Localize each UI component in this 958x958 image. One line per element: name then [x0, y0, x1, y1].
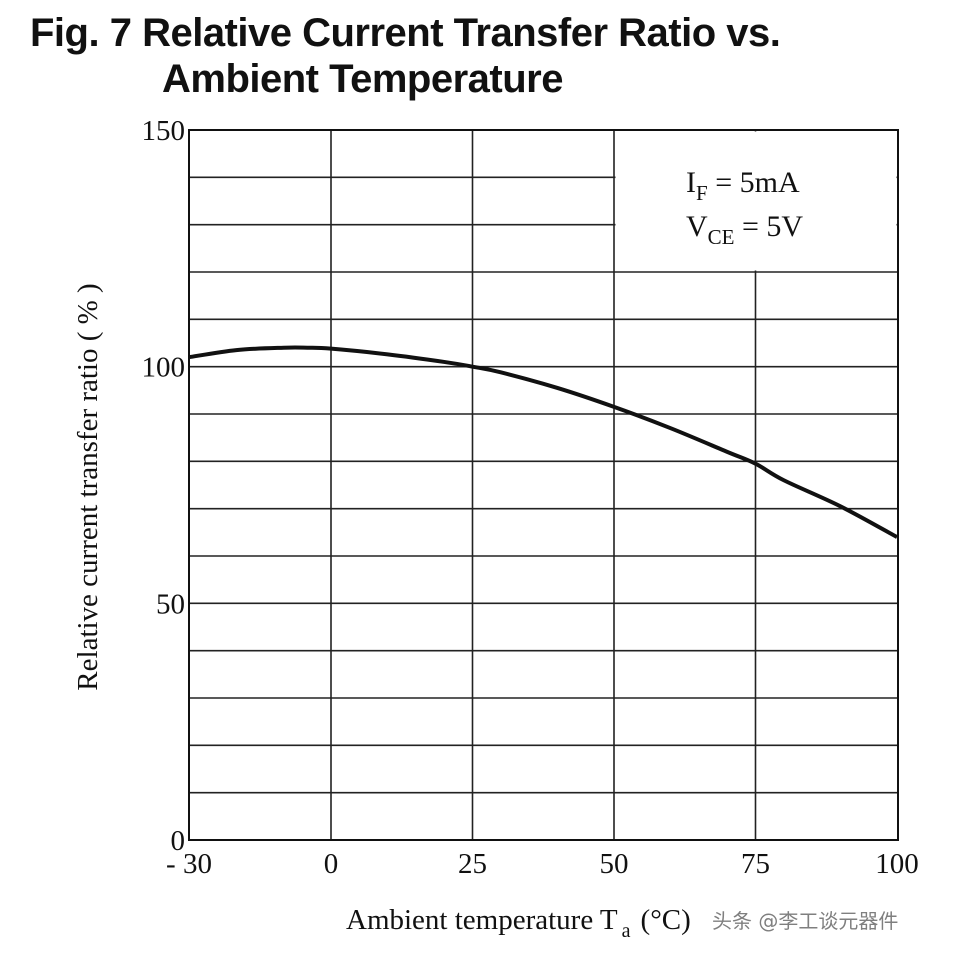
- grid-lines: [189, 130, 898, 840]
- annotation-if: IF = 5mA: [686, 166, 800, 205]
- title-line-1: Fig. 7 Relative Current Transfer Ratio v…: [30, 11, 781, 55]
- x-tick-label: - 30: [166, 848, 212, 880]
- plot-frame: [188, 129, 899, 841]
- x-tick-label: 25: [458, 848, 487, 880]
- x-tick-label: 0: [324, 848, 339, 880]
- x-tick-label: 50: [600, 848, 629, 880]
- x-axis-label-main: Ambient temperature T: [346, 904, 618, 936]
- y-tick-label: 150: [142, 115, 186, 147]
- y-axis-label: Relative current transfer ratio ( % ): [72, 283, 104, 690]
- y-tick-label: 0: [171, 825, 186, 857]
- title-line-2: Ambient Temperature: [162, 57, 563, 101]
- annotation-box: [615, 131, 897, 271]
- series-line: [188, 345, 898, 539]
- watermark-text: 头条 @李工谈元器件: [712, 909, 898, 933]
- x-axis-label-sub: a: [622, 920, 631, 942]
- annotation-vce: VCE = 5V: [686, 210, 803, 249]
- x-axis-label-unit: (°C): [641, 904, 691, 936]
- x-tick-label: 100: [875, 848, 919, 880]
- x-tick-label: 75: [741, 848, 770, 880]
- chart-title: Fig. 7 Relative Current Transfer Ratio v…: [30, 10, 781, 102]
- y-tick-label: 50: [156, 588, 185, 620]
- y-tick-label: 100: [142, 352, 186, 384]
